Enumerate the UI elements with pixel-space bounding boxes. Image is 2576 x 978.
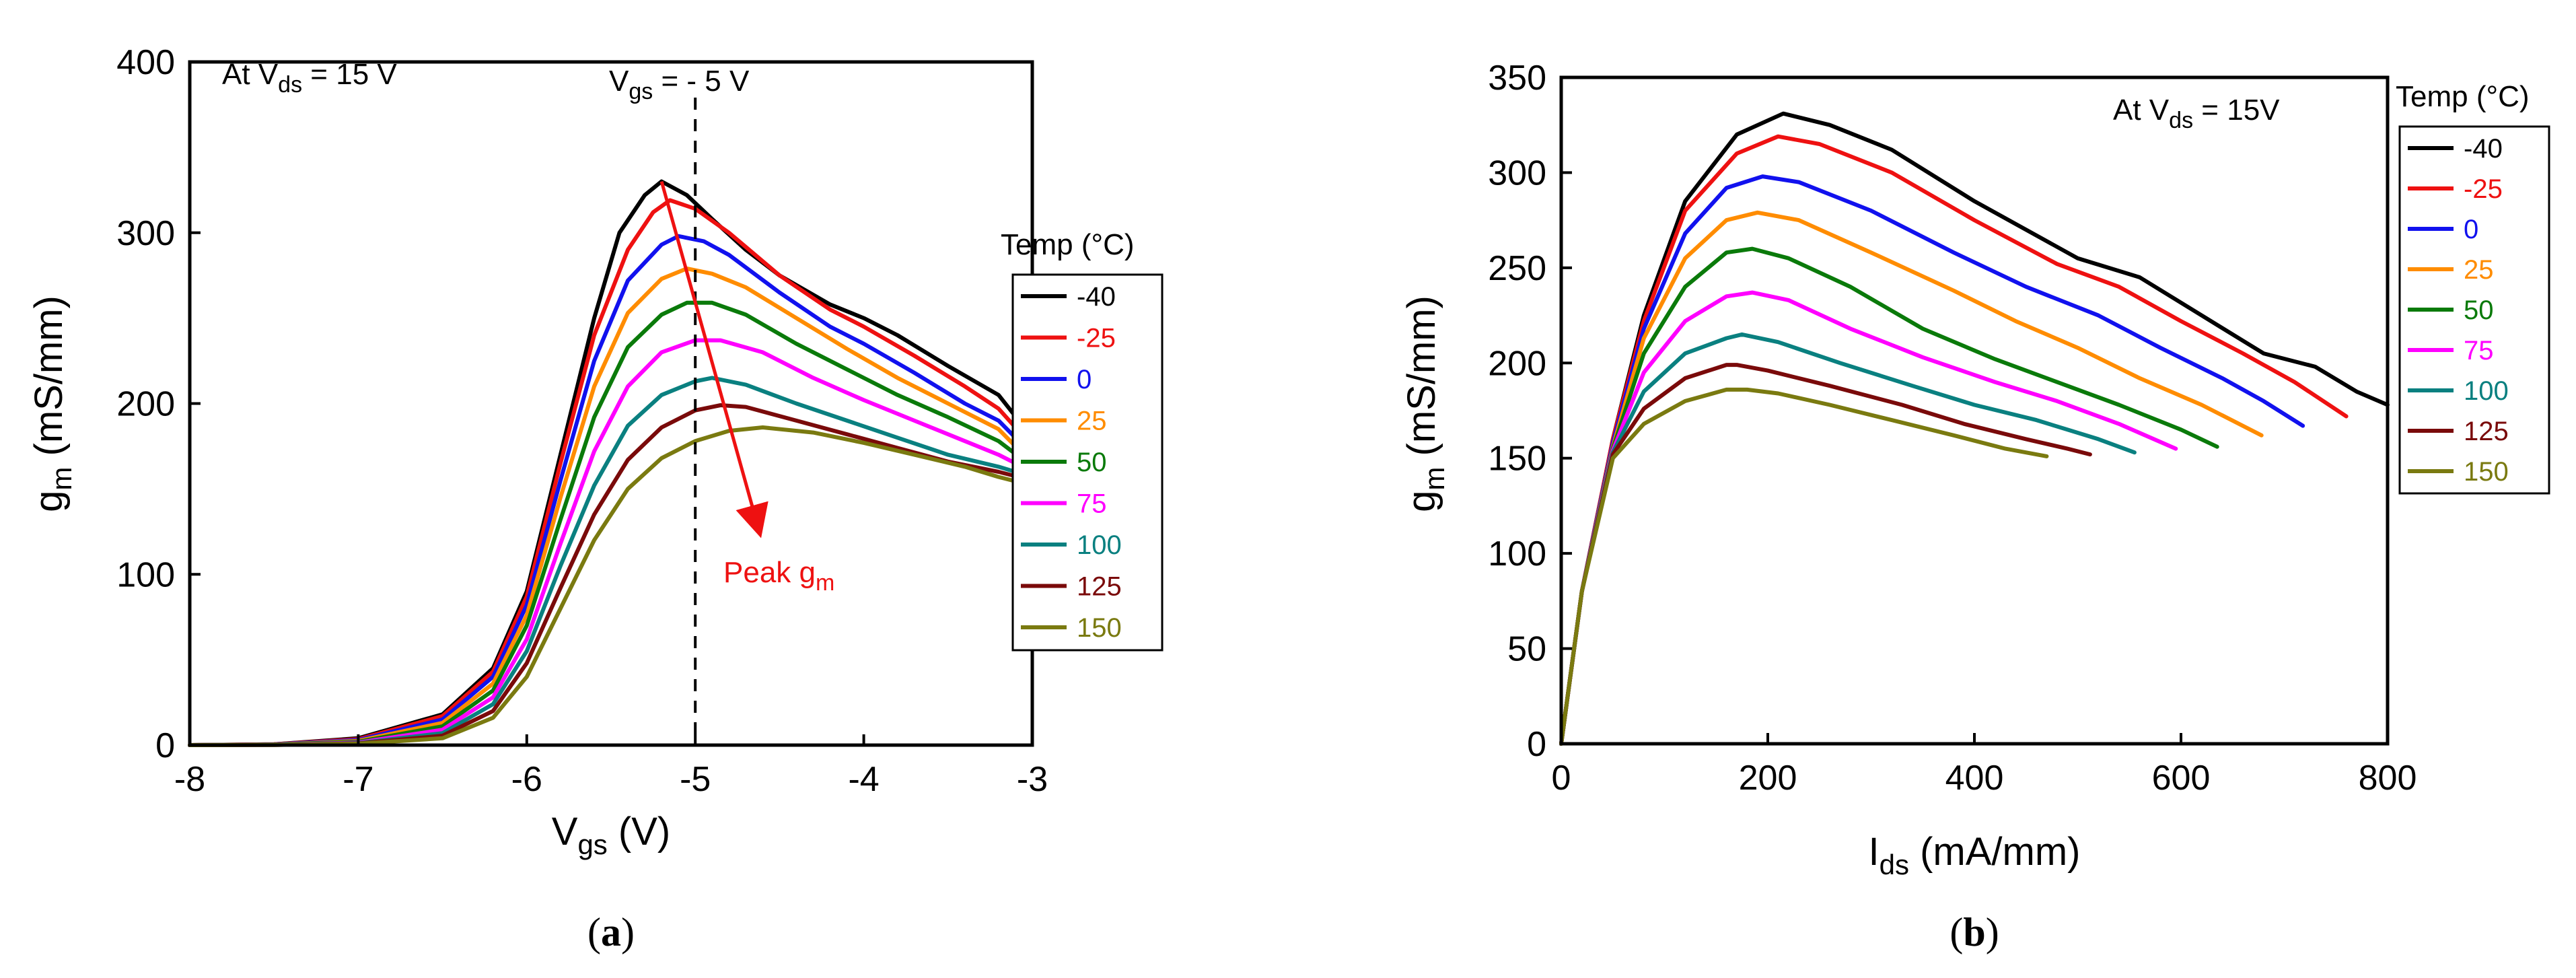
series-line-0	[1559, 174, 2305, 746]
series-line-125	[188, 403, 1034, 747]
y-tick-label: 0	[1527, 725, 1546, 764]
series-line-50	[1559, 246, 2219, 746]
panel-b-caption: (b)	[1949, 910, 1999, 954]
legend-label: 150	[1077, 613, 1122, 643]
series-line-100	[188, 376, 1034, 747]
legend-label: -40	[1077, 282, 1116, 312]
panel-b-legend: -40 -25 0 25 50 75 100 125 150	[2408, 134, 2509, 487]
y-tick-label: 100	[1488, 534, 1546, 573]
x-tick-label: -7	[343, 760, 373, 799]
series-line-150	[188, 425, 1034, 747]
y-tick-label: 150	[1488, 440, 1546, 479]
x-tick-label: 200	[1739, 759, 1797, 798]
y-tick-label: 50	[1507, 630, 1546, 669]
legend-label: 125	[1077, 572, 1122, 602]
panel-a-x-axis-title: Vgs (V)	[552, 810, 670, 860]
x-tick-label: -3	[1017, 760, 1048, 799]
panel-a-y-axis-title: gm (mS/mm)	[27, 295, 77, 512]
panel-b-y-ticks: 0 50 100 150 200 250 300 350	[1488, 59, 1572, 764]
y-tick-label: 400	[116, 43, 175, 82]
x-tick-label: 800	[2359, 759, 2417, 798]
legend-label: 50	[1077, 448, 1107, 477]
series-line-150	[1559, 387, 2049, 746]
panel-b-x-axis-title: Ids (mA/mm)	[1869, 830, 2081, 880]
panel-b-legend-title: Temp (°C)	[2396, 80, 2530, 113]
panel-b-series-group	[1559, 111, 2390, 746]
panel-a-series-group	[188, 179, 1034, 747]
series-line-75	[1559, 290, 2178, 746]
y-tick-label: 200	[116, 385, 175, 424]
panel-a-axes-frame	[188, 60, 1034, 747]
panel-b-condition-label: At Vds = 15V	[2113, 94, 2280, 133]
y-tick-label: 350	[1488, 59, 1546, 98]
x-tick-label: 400	[1945, 759, 2004, 798]
x-tick-label: -5	[680, 760, 711, 799]
panel-a-condition-label: At Vds = 15 V	[222, 58, 397, 98]
panel-b-x-ticks: 0 200 400 600 800	[1552, 733, 2417, 798]
series-line-minus25	[1559, 134, 2349, 746]
x-tick-label: 600	[2152, 759, 2211, 798]
x-tick-label: 0	[1552, 759, 1571, 798]
series-line-75	[188, 338, 1034, 747]
series-line-50	[188, 300, 1034, 747]
panel-a-vline-label: Vgs = - 5 V	[609, 65, 750, 104]
x-tick-label: -6	[511, 760, 542, 799]
legend-label: 25	[1077, 407, 1107, 436]
legend-label: 150	[2464, 457, 2509, 487]
panel-b-y-axis-title: gm (mS/mm)	[1400, 295, 1450, 512]
y-tick-label: 100	[116, 555, 175, 594]
panel-b-axes-frame	[1559, 75, 2390, 746]
panel-a-y-ticks: 0 100 200 300 400	[116, 43, 201, 765]
panel-a-peak-label: Peak gm	[723, 556, 834, 596]
series-line-0	[188, 234, 1034, 747]
panel-a-caption: (a)	[587, 910, 635, 954]
series-line-125	[1559, 363, 2092, 746]
series-line-minus40	[188, 179, 1034, 747]
legend-label: -40	[2464, 134, 2503, 164]
legend-label: 75	[1077, 489, 1107, 519]
panel-a-legend-title: Temp (°C)	[1001, 228, 1135, 261]
panel-a-legend: -40 -25 0 25 50 75 100 125 150	[1021, 282, 1122, 643]
legend-label: -25	[2464, 174, 2503, 204]
legend-label: 100	[1077, 530, 1122, 560]
y-tick-label: 300	[1488, 153, 1546, 193]
x-tick-label: -8	[174, 760, 205, 799]
legend-label: -25	[1077, 324, 1116, 353]
y-tick-label: 200	[1488, 344, 1546, 383]
panel-a-peak-arrow	[659, 180, 768, 538]
x-tick-label: -4	[848, 760, 879, 799]
legend-label: 0	[1077, 365, 1092, 394]
legend-label: 125	[2464, 417, 2509, 446]
series-line-25	[1559, 210, 2264, 746]
series-line-100	[1559, 332, 2137, 746]
panel-a-x-ticks: -8 -7 -6 -5 -4 -3	[174, 734, 1048, 799]
legend-label: 100	[2464, 376, 2509, 406]
y-tick-label: 300	[116, 214, 175, 253]
series-line-minus25	[188, 198, 1034, 747]
panel-a-chart: -8 -7 -6 -5 -4 -3 0 100 200 300 400 At Vds = 15 V…	[27, 43, 1164, 954]
legend-label: 50	[2464, 295, 2494, 325]
y-tick-label: 0	[155, 726, 175, 765]
legend-label: 0	[2464, 215, 2478, 244]
legend-label: 75	[2464, 336, 2494, 365]
legend-label: 25	[2464, 255, 2494, 285]
series-line-25	[188, 267, 1034, 747]
y-tick-label: 250	[1488, 249, 1546, 288]
